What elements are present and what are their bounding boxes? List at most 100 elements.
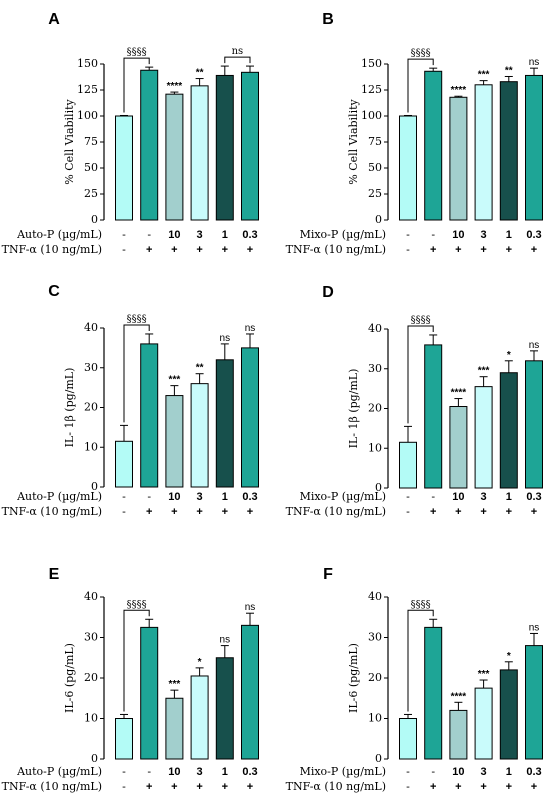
treatment-row-label: Auto-P (µg/mL) <box>16 490 102 503</box>
y-tick-label: 10 <box>84 712 98 725</box>
dose-value: 3 <box>197 766 203 778</box>
bar <box>190 85 209 221</box>
dose-value: - <box>122 490 126 503</box>
bar <box>525 74 543 221</box>
treatment-row-label: Mixo-P (µg/mL) <box>300 765 386 778</box>
tnf-sign: + <box>247 506 253 518</box>
tnf-sign: + <box>171 244 177 256</box>
comparison-bracket <box>123 57 150 113</box>
y-tick-label: 25 <box>368 187 382 200</box>
significance-label: ns <box>220 333 231 344</box>
dose-value: 1 <box>222 766 228 778</box>
bar <box>474 687 493 760</box>
dose-value: 0.3 <box>242 229 257 241</box>
y-tick-label: 0 <box>375 213 382 226</box>
y-tick-label: 30 <box>368 631 382 644</box>
dose-value: 1 <box>222 491 228 503</box>
tnf-sign: + <box>531 506 537 518</box>
y-tick-label: 100 <box>361 109 382 122</box>
dose-value: 1 <box>222 229 228 241</box>
bar <box>449 406 468 489</box>
bar <box>140 626 159 760</box>
bar <box>190 383 209 488</box>
y-tick-label: 75 <box>84 135 98 148</box>
dose-value: 0.3 <box>526 229 541 241</box>
tnf-sign: + <box>171 506 177 518</box>
tnf-sign: + <box>430 781 436 793</box>
tnf-sign: + <box>222 244 228 256</box>
significance-label: **** <box>451 388 467 399</box>
tnf-sign: + <box>196 244 202 256</box>
bar <box>399 441 417 489</box>
y-tick-label: 20 <box>368 671 382 684</box>
treatment-row-label: Mixo-P (µg/mL) <box>300 228 386 241</box>
y-tick-label: 40 <box>84 590 98 603</box>
significance-label: *** <box>478 366 490 377</box>
y-tick-label: 50 <box>84 161 98 174</box>
bar <box>140 343 159 488</box>
y-tick-label: 150 <box>361 57 382 70</box>
y-axis-label: % Cell Viability <box>347 98 360 184</box>
y-tick-label: 10 <box>84 440 98 453</box>
dose-value: 1 <box>506 229 512 241</box>
dose-value: - <box>406 490 410 503</box>
y-tick-label: 0 <box>375 752 382 765</box>
tnf-row-label: TNF-α (10 ng/mL) <box>286 243 386 256</box>
panel-letter: B <box>322 11 334 28</box>
significance-label: *** <box>169 375 181 386</box>
dose-value: - <box>147 765 151 778</box>
significance-label: ns <box>529 57 540 68</box>
bar <box>115 115 133 221</box>
tnf-sign: + <box>480 244 486 256</box>
bracket-label: ns <box>232 46 244 57</box>
y-tick-label: 10 <box>368 441 382 454</box>
dose-value: - <box>431 765 435 778</box>
tnf-row-label: TNF-α (10 ng/mL) <box>2 505 102 518</box>
tnf-sign: + <box>531 781 537 793</box>
significance-label: **** <box>451 691 467 702</box>
comparison-bracket <box>224 56 251 64</box>
bar <box>190 675 209 760</box>
y-tick-label: 100 <box>77 109 98 122</box>
tnf-sign: + <box>196 781 202 793</box>
dose-value: 1 <box>506 766 512 778</box>
dose-value: 3 <box>481 766 487 778</box>
significance-label: * <box>507 651 511 662</box>
bar <box>215 359 234 488</box>
dose-value: 0.3 <box>242 491 257 503</box>
dose-value: 10 <box>452 491 464 503</box>
tnf-row-label: TNF-α (10 ng/mL) <box>286 780 386 793</box>
dose-value: - <box>406 765 410 778</box>
bar <box>424 626 443 760</box>
significance-label: *** <box>478 669 490 680</box>
bar <box>399 115 417 221</box>
panel-letter: F <box>323 566 333 583</box>
bar <box>474 84 493 221</box>
bar <box>241 71 259 221</box>
dose-value: - <box>147 228 151 241</box>
y-tick-label: 30 <box>368 362 382 375</box>
dose-value: - <box>431 228 435 241</box>
tnf-sign: + <box>506 244 512 256</box>
dose-value: - <box>147 490 151 503</box>
tnf-sign: + <box>247 781 253 793</box>
bar <box>499 81 518 221</box>
y-axis-label: % Cell Viability <box>63 98 76 184</box>
y-tick-label: 20 <box>84 671 98 684</box>
bracket-label: §§§§ <box>411 315 431 326</box>
y-tick-label: 0 <box>91 480 98 493</box>
dose-value: 3 <box>481 229 487 241</box>
bar <box>474 386 493 489</box>
bracket-label: §§§§ <box>411 599 431 610</box>
bar <box>525 360 543 489</box>
significance-label: ns <box>220 635 231 646</box>
bar <box>115 718 133 760</box>
tnf-sign: + <box>222 781 228 793</box>
y-tick-label: 0 <box>91 213 98 226</box>
bracket-label: §§§§ <box>127 599 147 610</box>
